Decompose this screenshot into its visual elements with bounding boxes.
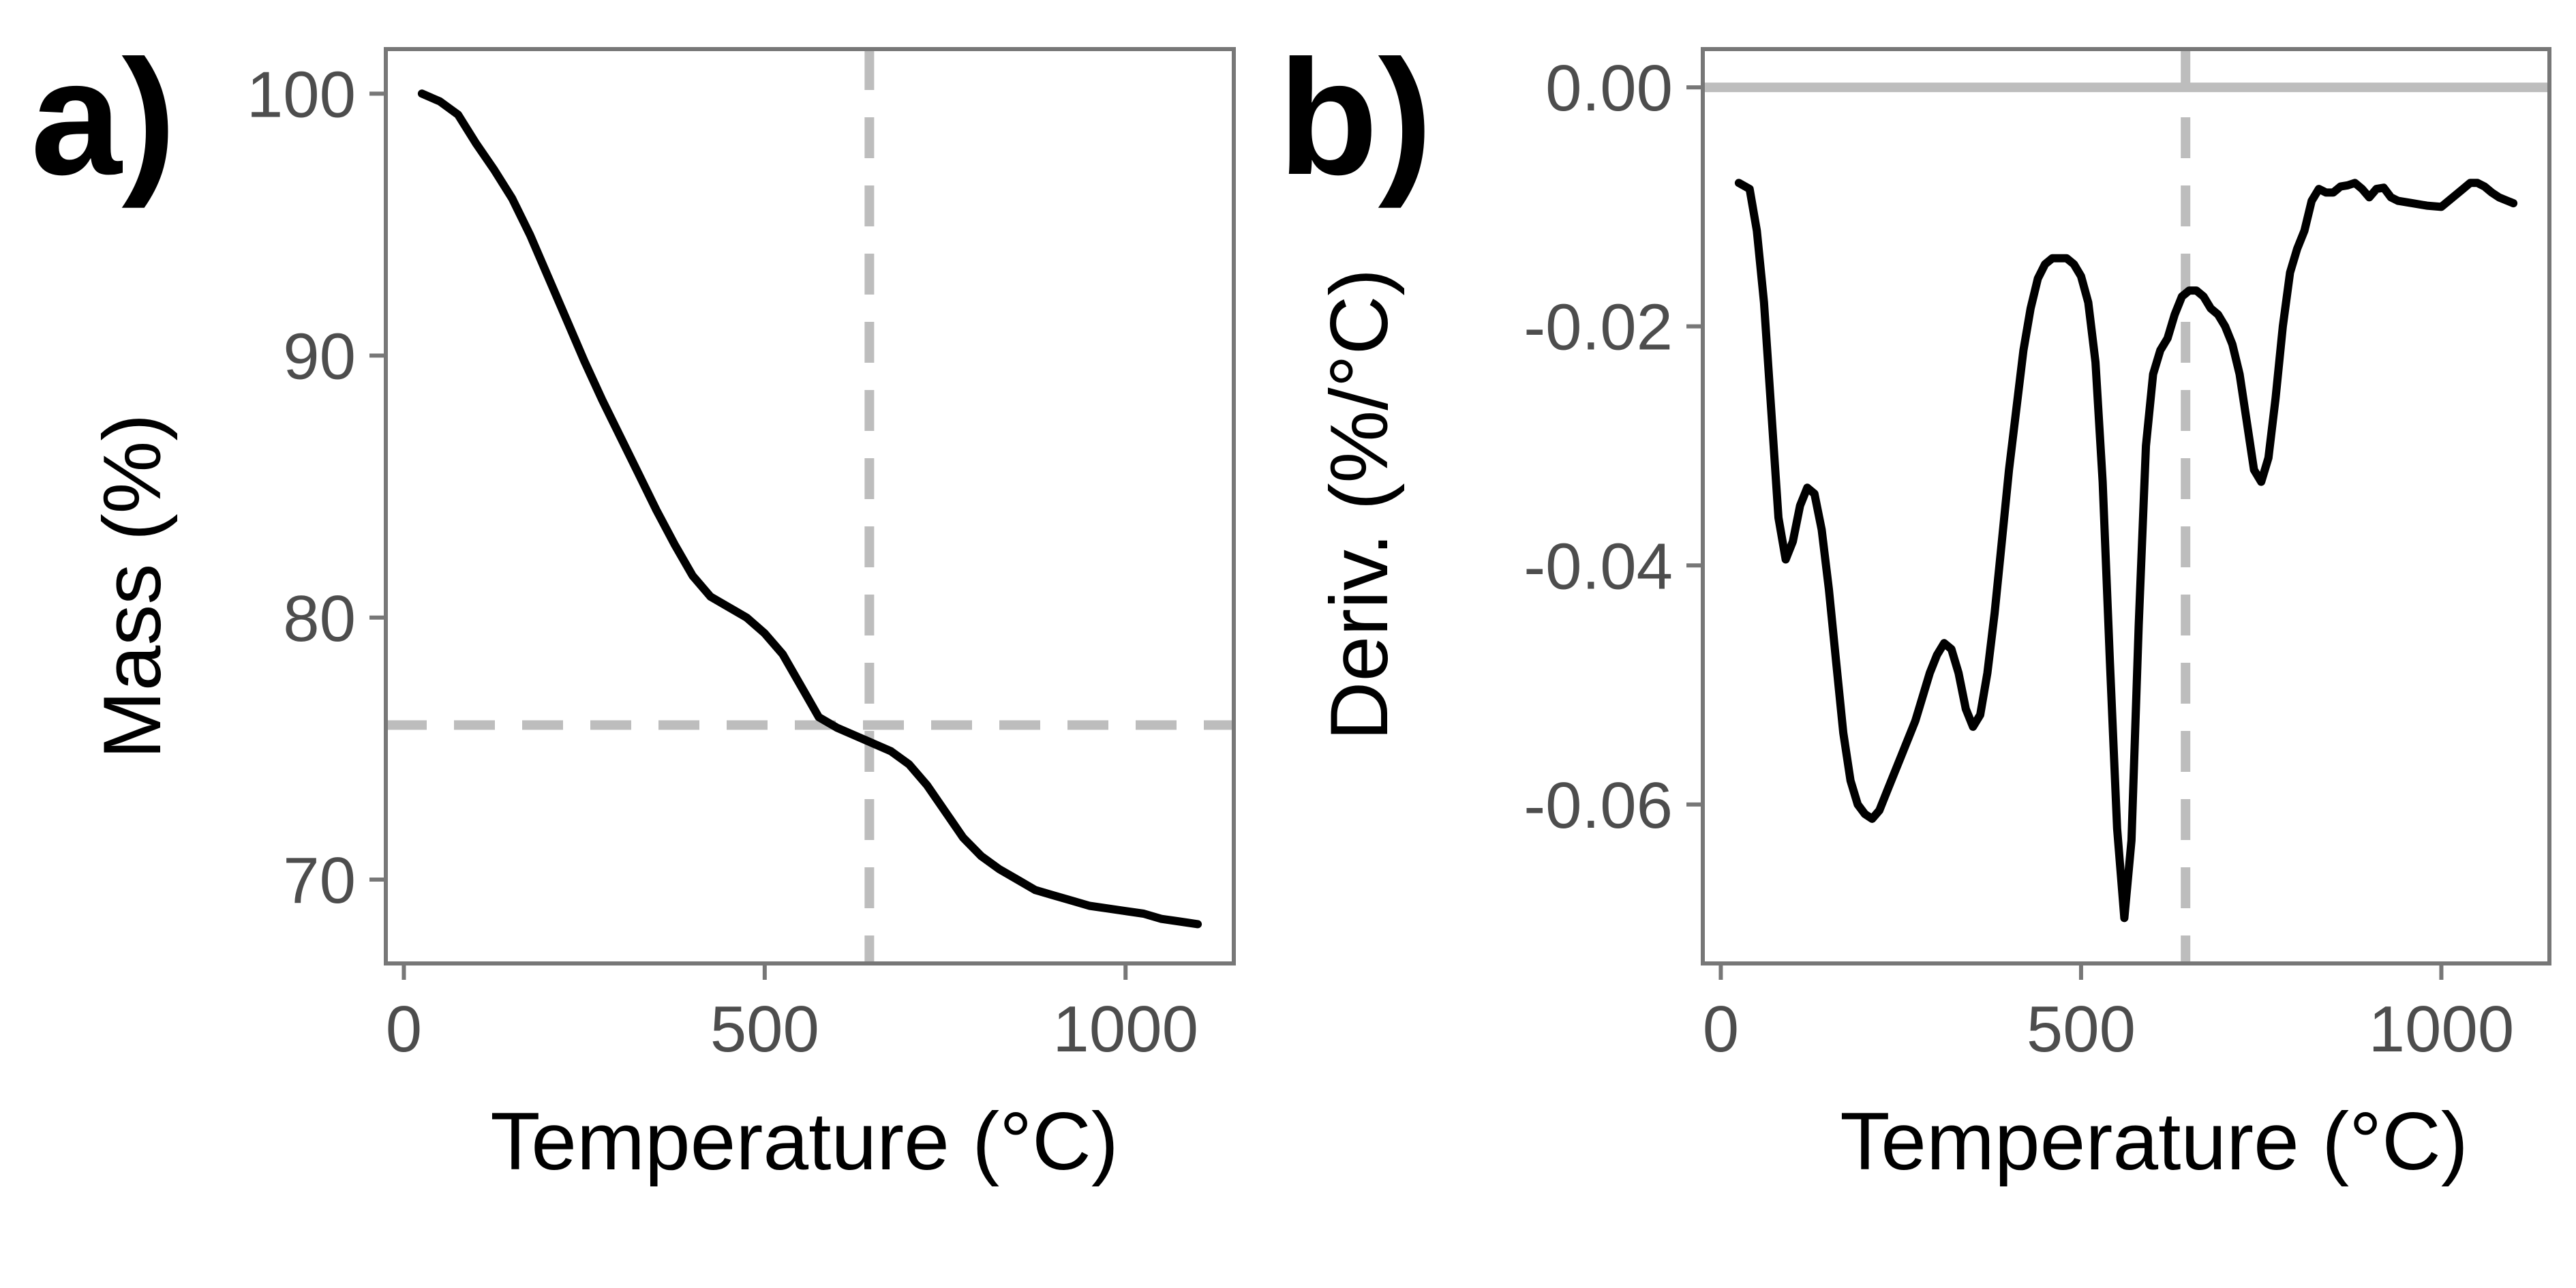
panel-b-y-tick-label-0.00: 0.00	[1545, 52, 1673, 125]
panel-a-y-ticks: 70 80 90 100	[247, 58, 386, 917]
panel-a-x-ticks: 0 500 1000	[386, 963, 1198, 1066]
panel-b-x-tick-label-1000: 1000	[2369, 993, 2515, 1066]
panel-b-reference-lines	[1703, 49, 2549, 963]
panel-a-x-tick-label-0: 0	[386, 993, 422, 1066]
panel-b-y-tick-label-neg0.02: -0.02	[1524, 291, 1673, 364]
panel-a-y-axis-title: Mass (%)	[87, 414, 178, 760]
panel-b-y-ticks: -0.06 -0.04 -0.02 0.00	[1524, 52, 1703, 842]
panel-a-y-tick-label-90: 90	[283, 320, 356, 393]
panel-a-y-tick-label-70: 70	[283, 844, 356, 917]
panel-b-y-tick-label-neg0.06: -0.06	[1524, 769, 1673, 842]
panel-b-x-tick-label-500: 500	[2027, 993, 2136, 1066]
panel-b-plot-frame	[1701, 47, 2551, 965]
panel-b-y-tick-label-neg0.04: -0.04	[1524, 530, 1673, 603]
panel-a-y-tick-label-80: 80	[283, 582, 356, 655]
panel-b-x-axis-title: Temperature (°C)	[1840, 1096, 2468, 1187]
panel-a-reference-lines	[386, 49, 1234, 963]
panel-a: a) 70 80 90 100 0 500 1000 Temperature (…	[31, 26, 1236, 1187]
panel-a-mass-curve	[417, 89, 1202, 929]
panel-a-x-tick-label-500: 500	[710, 993, 819, 1066]
panel-a-x-tick-label-1000: 1000	[1052, 993, 1198, 1066]
panel-b-x-tick-label-0: 0	[1703, 993, 1739, 1066]
panel-b-label: b)	[1278, 26, 1433, 209]
panel-a-plot-frame	[384, 47, 1236, 965]
panel-b-y-axis-title: Deriv. (%/°C)	[1314, 269, 1405, 740]
panel-a-x-axis-title: Temperature (°C)	[490, 1096, 1119, 1187]
panel-b-derivative-curve	[1734, 179, 2518, 923]
panel-a-y-tick-label-100: 100	[247, 58, 356, 131]
panel-b: b) -0.06 -0.04 -0.02 0.00 0 500 1000 Tem…	[1278, 26, 2551, 1187]
panel-b-x-ticks: 0 500 1000	[1703, 963, 2514, 1066]
panel-a-label: a)	[31, 26, 176, 209]
